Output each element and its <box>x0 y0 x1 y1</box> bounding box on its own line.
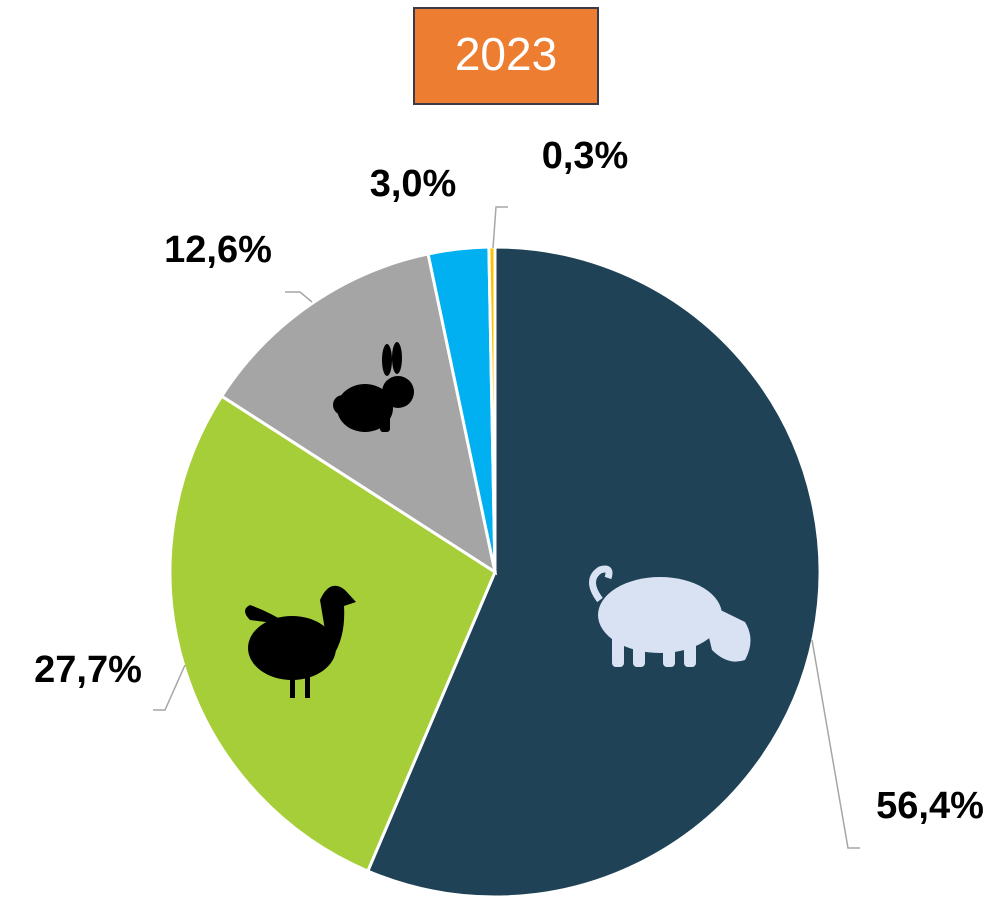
leader-line <box>492 206 508 249</box>
data-label: 0,3% <box>542 135 629 177</box>
data-label: 12,6% <box>164 229 272 271</box>
rabbit-icon <box>333 342 414 432</box>
pig-icon <box>589 565 751 667</box>
leader-line <box>285 291 313 303</box>
pie-slice <box>487 245 497 573</box>
data-label: 27,7% <box>34 649 142 691</box>
data-label: 56,4% <box>876 785 984 827</box>
data-label: 3,0% <box>370 163 457 205</box>
chicken-icon <box>245 585 356 698</box>
slices <box>168 245 822 899</box>
chart-title: 2023 <box>455 28 557 80</box>
leader-line <box>811 639 860 849</box>
title-box <box>413 7 599 105</box>
labels: 56,4% 27,7% 12,6% 3,0% 0,3% <box>34 135 984 849</box>
leader-line <box>153 664 186 711</box>
